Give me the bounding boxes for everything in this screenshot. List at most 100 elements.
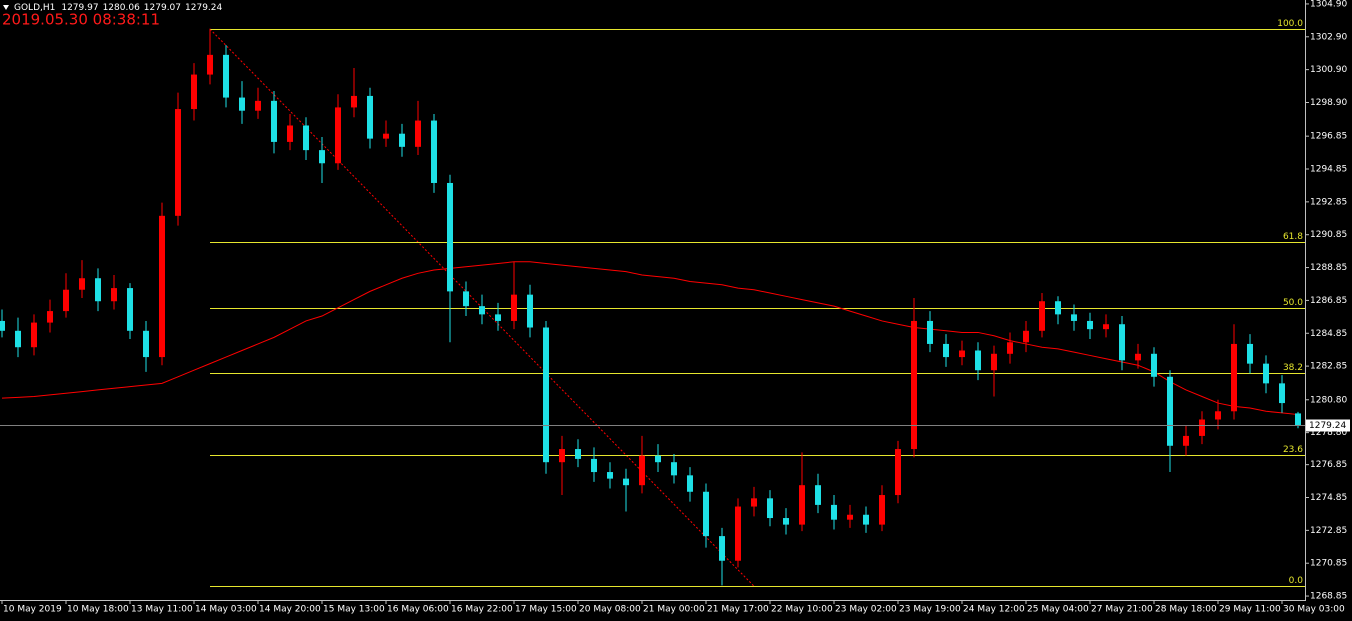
candle-body (223, 54, 229, 98)
candle-body (1215, 411, 1221, 420)
candle-body (1119, 324, 1125, 361)
candle-body (431, 120, 437, 183)
x-tick-label: 21 May 17:00 (707, 605, 769, 615)
candle-body (271, 100, 277, 142)
current-price-label: 1279.24 (1309, 421, 1346, 431)
candle-body (351, 95, 357, 108)
x-tick-label: 10 May 18:00 (67, 605, 129, 615)
candle-body (783, 518, 789, 525)
x-tick-label: 25 May 04:00 (1027, 605, 1089, 615)
x-tick-label: 23 May 02:00 (835, 605, 897, 615)
last-close: 1279.24 (185, 3, 222, 13)
candle-body (303, 125, 309, 151)
candle-body (543, 327, 549, 463)
candle-body (623, 478, 629, 486)
candle-body (911, 320, 917, 450)
x-tick-label: 27 May 21:00 (1091, 605, 1153, 615)
candle-body (15, 330, 21, 348)
y-tick-label: 1270.85 (1310, 559, 1347, 569)
candle-body (143, 330, 149, 358)
candle-body (95, 278, 101, 302)
candle-body (367, 95, 373, 139)
x-tick-label: 22 May 10:00 (771, 605, 833, 615)
candle-body (943, 343, 949, 358)
candle-body (1087, 320, 1093, 330)
header: GOLD,H1 1279.97 1280.06 1279.07 1279.24 (14, 3, 223, 13)
candle-body (671, 462, 677, 476)
candle-body (159, 215, 165, 358)
y-tick-label: 1272.85 (1310, 526, 1347, 536)
candle-body (383, 133, 389, 139)
last-low: 1279.07 (144, 3, 181, 13)
candle-body (1295, 413, 1301, 426)
y-tick-label: 1274.85 (1310, 493, 1347, 503)
fib-label: 61.8 (1283, 232, 1303, 242)
y-tick-label: 1278.80 (1310, 428, 1347, 438)
candle-body (495, 314, 501, 321)
candle-body (751, 498, 757, 507)
candle-body (527, 294, 533, 328)
y-tick-label: 1280.80 (1310, 395, 1347, 405)
y-tick-label: 1282.85 (1310, 362, 1347, 372)
symbol-menu-icon[interactable] (3, 5, 9, 10)
candle-body (831, 504, 837, 520)
x-tick-label: 23 May 19:00 (899, 605, 961, 615)
x-tick-label: 15 May 13:00 (323, 605, 385, 615)
timestamp: 2019.05.30 08:38:11 (2, 11, 160, 29)
candle-body (479, 306, 485, 315)
y-tick-label: 1290.85 (1310, 230, 1347, 240)
candle-body (1039, 301, 1045, 331)
candle-body (1183, 435, 1189, 446)
y-tick-label: 1296.85 (1310, 132, 1347, 142)
y-tick-label: 1284.85 (1310, 329, 1347, 339)
x-tick-label: 16 May 22:00 (451, 605, 513, 615)
candle-body (111, 288, 117, 302)
candle-body (511, 294, 517, 321)
symbol: GOLD,H1 (14, 3, 55, 13)
candle-body (1007, 342, 1013, 354)
candle-body (719, 536, 725, 561)
y-tick-label: 1304.90 (1310, 0, 1347, 9)
candle-body (1231, 343, 1237, 412)
candle-body (607, 472, 613, 479)
last-high: 1280.06 (103, 3, 140, 13)
candle-body (703, 491, 709, 537)
candle-body (319, 150, 325, 164)
candle-body (1023, 330, 1029, 343)
x-tick-label: 20 May 08:00 (579, 605, 641, 615)
candle-body (575, 449, 581, 459)
candle-body (255, 100, 261, 111)
candle-body (975, 350, 981, 371)
candle-body (815, 485, 821, 505)
y-tick-label: 1288.85 (1310, 263, 1347, 273)
x-tick-label: 16 May 06:00 (387, 605, 449, 615)
y-tick-label: 1268.85 (1310, 592, 1347, 602)
candle-body (559, 449, 565, 463)
candle-body (1135, 353, 1141, 361)
candle-body (1199, 419, 1205, 436)
candle-body (0, 320, 5, 331)
candle-body (847, 514, 853, 520)
x-tick-label: 28 May 18:00 (1155, 605, 1217, 615)
fib-label: 38.2 (1283, 363, 1303, 373)
candle-body (399, 133, 405, 147)
current-price-box (1306, 419, 1350, 432)
y-tick-label: 1286.85 (1310, 296, 1347, 306)
candle-body (47, 311, 53, 323)
candle-body (1247, 343, 1253, 364)
candle-body (1151, 353, 1157, 377)
moving-average (1, 261, 1299, 416)
candle-body (959, 350, 965, 358)
candle-body (1167, 376, 1173, 446)
x-tick-label: 14 May 03:00 (195, 605, 257, 615)
fib-label: 100.0 (1277, 19, 1303, 29)
candle-body (239, 97, 245, 111)
last-open: 1279.97 (61, 3, 98, 13)
candle-body (735, 506, 741, 561)
candle-body (463, 291, 469, 307)
candle-body (687, 475, 693, 492)
candle-body (591, 458, 597, 473)
